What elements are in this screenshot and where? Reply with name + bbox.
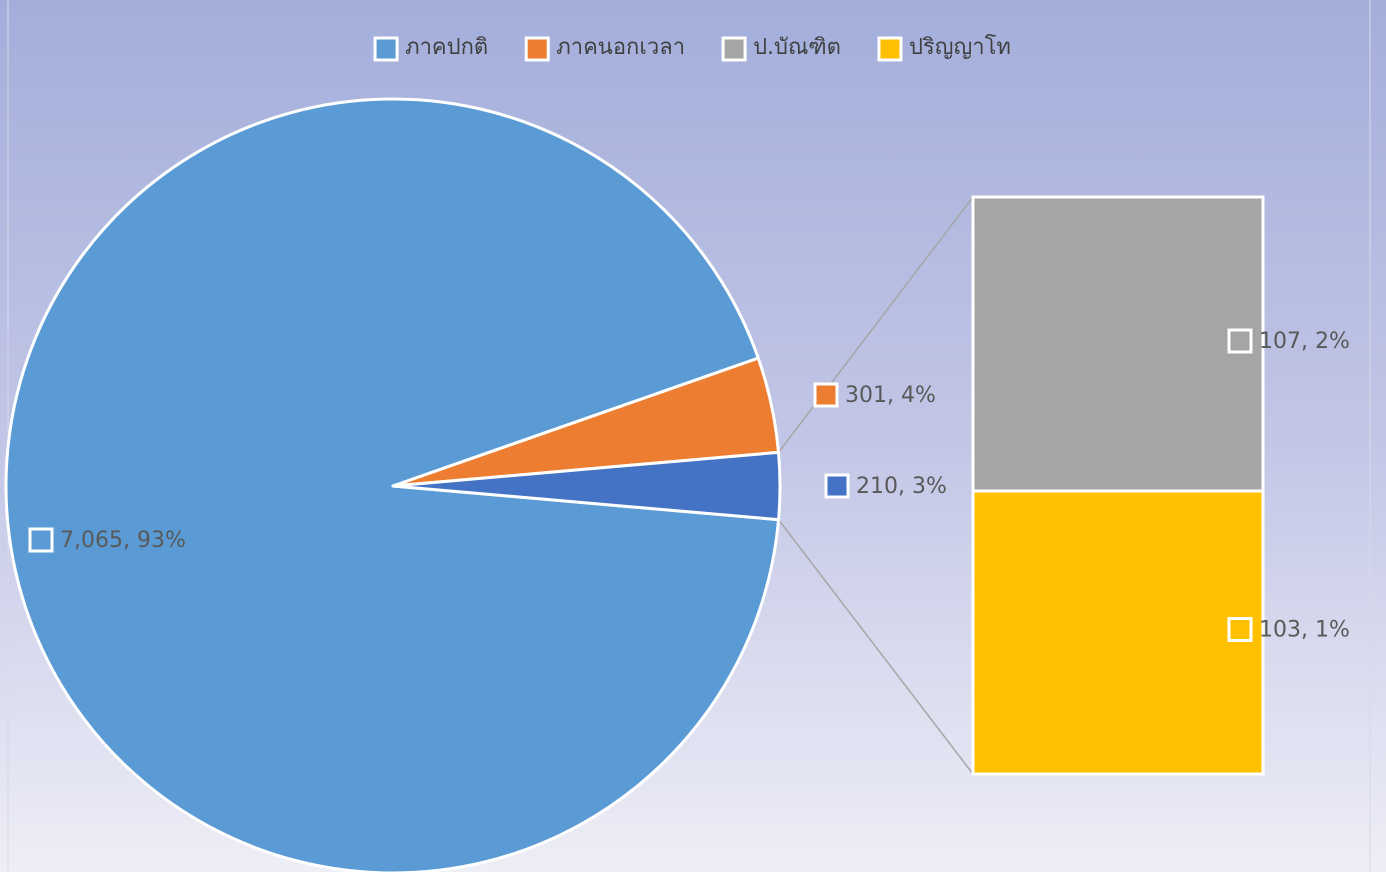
bar-segment: [971, 489, 1265, 776]
legend-marker: [373, 36, 399, 62]
data-label: 210, 3%: [856, 474, 947, 499]
legend-label: ป.บัณฑิต: [753, 35, 841, 60]
label-marker: [1227, 616, 1253, 642]
legend-label: ภาคปกติ: [405, 35, 488, 60]
data-label: 103, 1%: [1259, 617, 1350, 642]
data-label: 7,065, 93%: [60, 528, 186, 553]
label-marker: [28, 527, 54, 553]
label-marker: [824, 473, 850, 499]
label-marker: [813, 382, 839, 408]
data-label: 301, 4%: [845, 383, 936, 408]
legend-marker: [524, 36, 550, 62]
legend-label: ภาคนอกเวลา: [556, 35, 685, 60]
connector: [777, 196, 974, 453]
data-label: 107, 2%: [1259, 329, 1350, 354]
label-marker: [1227, 328, 1253, 354]
legend-marker: [721, 36, 747, 62]
bar-segment: [971, 195, 1265, 493]
legend-marker: [877, 36, 903, 62]
connector: [777, 519, 974, 775]
legend-label: ปริญญาโท: [909, 34, 1011, 60]
pie-slice-other: [391, 450, 782, 522]
